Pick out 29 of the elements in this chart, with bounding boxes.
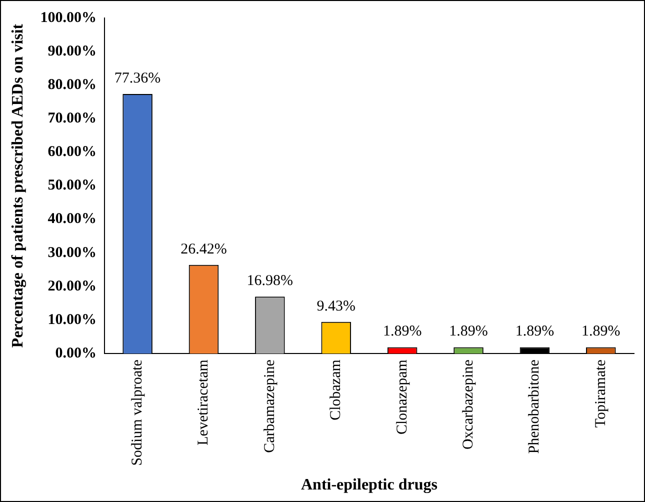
data-label: 77.36%	[114, 70, 161, 86]
x-tick-label: Topiramate	[592, 359, 609, 428]
y-tick-label: 60.00%	[48, 144, 96, 160]
y-tick-label: 100.00%	[40, 10, 96, 26]
x-tick-label: Phenobarbitone	[526, 359, 543, 454]
y-axis-title: Percentage of patients prescribed AEDs on visit	[10, 23, 27, 348]
data-label: 16.98%	[246, 273, 294, 290]
x-axis-title: Anti-epileptic drugs	[301, 476, 438, 494]
x-tick-label: Carbamazepine	[262, 359, 278, 453]
x-tick-label: Sodium valproate	[129, 359, 146, 466]
y-tick-label: 10.00%	[48, 312, 96, 328]
y-tick-label: 20.00%	[48, 278, 96, 294]
y-tick-label: 30.00%	[48, 244, 96, 261]
data-label: 1.89%	[449, 324, 488, 340]
y-tick-label: 90.00%	[48, 43, 96, 60]
data-label: 9.43%	[316, 298, 356, 314]
x-tick-label: Clonazepam	[394, 359, 410, 435]
data-label: 1.89%	[382, 324, 422, 340]
x-tick-label: Clobazam	[328, 359, 344, 420]
data-label: 1.89%	[582, 324, 620, 340]
y-tick-label: 70.00%	[48, 110, 96, 127]
data-label: 1.89%	[515, 324, 554, 340]
x-tick-label: Levetiracetam	[196, 359, 212, 446]
y-tick-label: 50.00%	[48, 178, 96, 194]
y-tick-label: 40.00%	[48, 211, 96, 228]
y-tick-label: 80.00%	[48, 76, 96, 93]
y-tick-label: 0.00%	[55, 345, 96, 362]
data-label: 26.42%	[180, 241, 227, 258]
x-tick-label: Oxcarbazepine	[460, 359, 476, 450]
